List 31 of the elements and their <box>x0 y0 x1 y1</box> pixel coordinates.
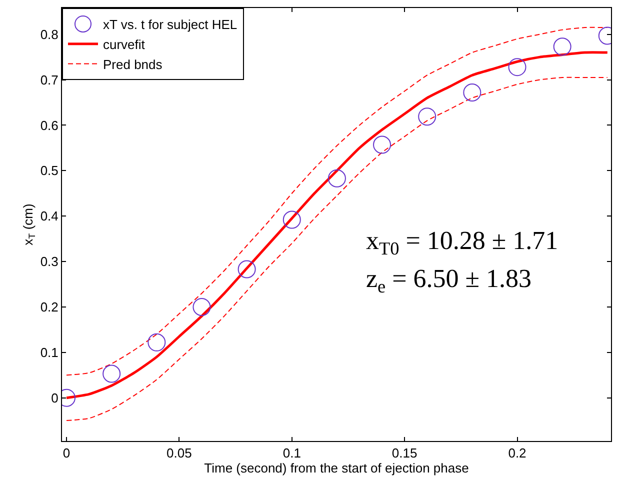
legend-label: curvefit <box>103 36 146 52</box>
legend-label: Pred bnds <box>103 56 163 72</box>
y-tick-label: 0.1 <box>40 344 58 360</box>
y-tick-label: 0.2 <box>40 300 58 315</box>
y-tick-label: 0.6 <box>40 118 58 133</box>
y-tick-label: 0.3 <box>40 254 58 270</box>
point <box>418 108 436 126</box>
point <box>508 58 526 76</box>
x-tick-label: 0.2 <box>508 446 526 461</box>
y-tick-label: 0.5 <box>40 163 58 178</box>
point <box>238 260 256 278</box>
y-tick-label: 0.4 <box>40 208 58 224</box>
y-tick-label: 0.8 <box>40 26 58 42</box>
annotation: x$_{T0}$ = 10.28 ± 1.71 <box>366 226 558 258</box>
annotation: z$_{e}$ = 6.50 ± 1.83 <box>366 264 532 296</box>
x-tick-label: 0.05 <box>166 446 192 461</box>
x-tick-label: 0.15 <box>392 446 418 461</box>
point <box>102 364 121 383</box>
point <box>553 38 572 56</box>
y-tick-label: 0 <box>51 390 58 406</box>
point <box>148 333 166 352</box>
x-axis-title: Time (second) from the start of ejection phase <box>204 460 469 476</box>
x-tick-label: 0.1 <box>282 446 301 461</box>
point <box>328 169 346 188</box>
legend-label: xT vs. t for subject HEL <box>103 17 238 32</box>
y-tick-label: 0.7 <box>40 72 58 88</box>
point <box>373 136 392 154</box>
point <box>463 84 482 102</box>
point <box>192 298 211 316</box>
point <box>282 210 301 229</box>
x-tick-label: 0 <box>62 446 70 461</box>
